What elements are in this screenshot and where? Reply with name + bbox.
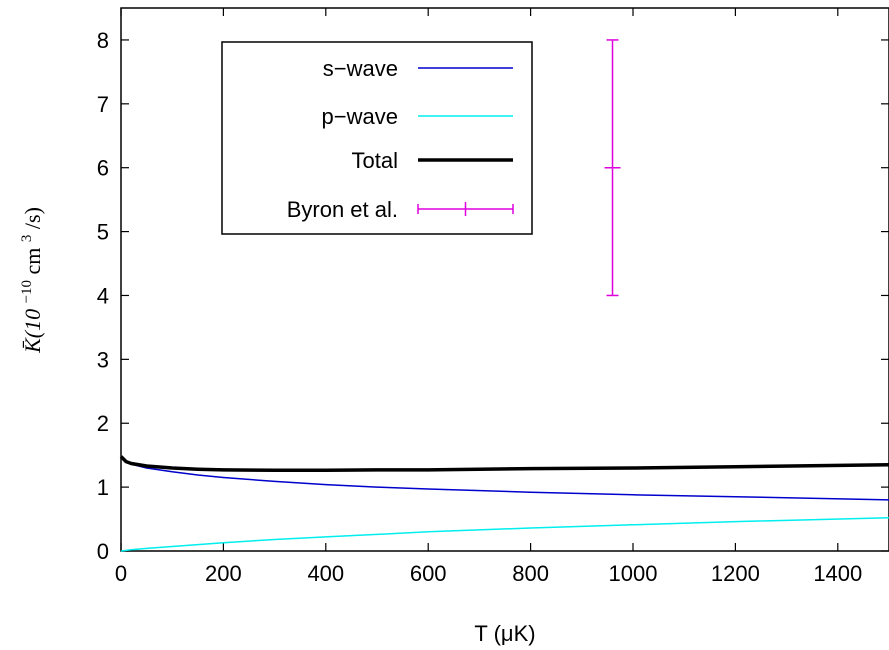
x-tick-label-0: 0: [115, 561, 127, 586]
legend-label-2: Total: [352, 148, 398, 173]
x-tick-label-3: 600: [410, 561, 447, 586]
y-tick-label-0: 0: [97, 539, 109, 564]
legend-label-0: s−wave: [323, 56, 398, 81]
y-axis-label-main: K̄(10: [20, 309, 45, 354]
y-tick-label-1: 1: [97, 475, 109, 500]
y-tick-label-2: 2: [97, 411, 109, 436]
legend-box: [221, 41, 533, 235]
x-tick-label-6: 1200: [711, 561, 760, 586]
series-line-1: [120, 517, 889, 552]
y-tick-label-5: 5: [97, 220, 109, 245]
x-tick-label-7: 1400: [813, 561, 862, 586]
plot-axes: 0 200 400 600 800 1000 1200 1400 0 1 2 3 4 5 6 7 8: [97, 7, 889, 586]
x-tick-label-1: 200: [205, 561, 242, 586]
series-line-0: [120, 455, 889, 501]
x-tick-label-2: 400: [307, 561, 344, 586]
y-axis-label-exponent-2: 3: [19, 235, 35, 243]
y-axis-label-end: /s): [20, 207, 45, 229]
x-axis-label: T (μK): [474, 621, 535, 646]
plot-frame: [120, 7, 889, 552]
legend-label-errorbar: Byron et al.: [287, 197, 398, 222]
y-tick-label-3: 3: [97, 347, 109, 372]
y-axis-label-middle: cm: [20, 248, 45, 275]
legend-label-1: p−wave: [322, 104, 398, 129]
series-layer: [119, 39, 889, 552]
y-tick-label-6: 6: [97, 156, 109, 181]
y-tick-label-4: 4: [97, 283, 109, 308]
series-line-2: [119, 455, 889, 472]
x-tick-label-5: 1000: [609, 561, 658, 586]
x-tick-label-4: 800: [512, 561, 549, 586]
y-tick-label-7: 7: [97, 92, 109, 117]
y-axis-label: K̄(10 −10 cm 3 /s): [11, 207, 45, 354]
y-axis-label-exponent-1: −10: [19, 280, 35, 303]
chart-legend: s−wave p−wave Total Byron et al.: [221, 41, 533, 235]
y-tick-label-8: 8: [97, 28, 109, 53]
